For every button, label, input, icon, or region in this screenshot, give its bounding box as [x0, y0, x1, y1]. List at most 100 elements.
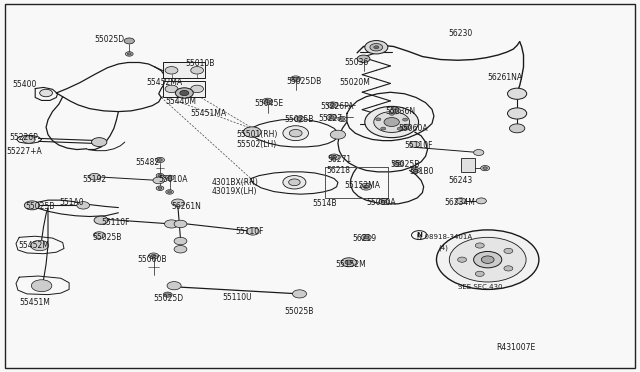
Text: 55010B: 55010B — [186, 59, 215, 68]
Text: 55025D: 55025D — [95, 35, 125, 44]
Text: R431007E: R431007E — [496, 343, 535, 352]
Circle shape — [31, 240, 49, 251]
Text: 55152MA: 55152MA — [344, 181, 380, 190]
Text: 56243: 56243 — [448, 176, 472, 185]
Text: 56219: 56219 — [352, 234, 376, 243]
Circle shape — [338, 116, 347, 122]
Circle shape — [292, 290, 307, 298]
Circle shape — [476, 271, 484, 276]
Circle shape — [330, 103, 335, 106]
Text: 551A0: 551A0 — [59, 198, 83, 207]
Circle shape — [124, 38, 134, 44]
Text: 55452M: 55452M — [18, 241, 49, 250]
Circle shape — [390, 108, 401, 114]
Circle shape — [168, 191, 172, 193]
Text: 56230: 56230 — [448, 29, 472, 38]
Circle shape — [174, 237, 187, 245]
Text: 55227+A: 55227+A — [6, 147, 42, 156]
Circle shape — [381, 200, 387, 203]
Circle shape — [289, 129, 302, 137]
Circle shape — [31, 280, 52, 292]
Bar — [163, 81, 205, 97]
Circle shape — [22, 136, 35, 143]
Bar — [163, 62, 205, 78]
Circle shape — [297, 118, 302, 121]
Circle shape — [393, 161, 403, 167]
Circle shape — [246, 228, 259, 235]
Text: 55192: 55192 — [82, 175, 106, 184]
Circle shape — [384, 118, 399, 126]
Text: 55152M: 55152M — [335, 260, 366, 269]
Circle shape — [243, 127, 261, 137]
Circle shape — [365, 41, 388, 54]
Circle shape — [180, 90, 189, 96]
Circle shape — [175, 88, 193, 98]
Circle shape — [361, 234, 371, 240]
Text: 55440M: 55440M — [165, 97, 196, 106]
Circle shape — [328, 102, 338, 108]
Text: 55227: 55227 — [319, 114, 343, 123]
Circle shape — [293, 77, 298, 80]
Text: 55110F: 55110F — [101, 218, 130, 227]
Text: 5514B: 5514B — [312, 199, 337, 208]
Text: 56218: 56218 — [326, 166, 351, 175]
Circle shape — [127, 53, 131, 55]
Circle shape — [191, 67, 204, 74]
Circle shape — [326, 114, 337, 120]
Circle shape — [360, 183, 372, 190]
Text: 55025D: 55025D — [154, 294, 184, 303]
Circle shape — [158, 187, 162, 189]
Text: 55110F: 55110F — [404, 141, 433, 150]
Text: 55025DB: 55025DB — [287, 77, 322, 86]
Circle shape — [283, 176, 306, 189]
Circle shape — [481, 166, 490, 171]
Circle shape — [156, 157, 164, 163]
Text: 55451M: 55451M — [19, 298, 50, 307]
Text: (4): (4) — [438, 244, 448, 251]
Circle shape — [164, 220, 179, 228]
Circle shape — [374, 46, 379, 49]
Circle shape — [436, 230, 539, 289]
Text: 55502(LH): 55502(LH) — [237, 140, 277, 149]
Circle shape — [89, 173, 100, 180]
Text: 55025B: 55025B — [285, 115, 314, 124]
Circle shape — [148, 253, 159, 259]
Circle shape — [345, 260, 353, 264]
Text: 551B0: 551B0 — [410, 167, 434, 176]
Circle shape — [376, 118, 381, 121]
Circle shape — [77, 202, 90, 209]
Text: 55036N: 55036N — [385, 107, 415, 116]
Text: 56271: 56271 — [328, 155, 352, 164]
Text: 56261NA: 56261NA — [488, 73, 523, 82]
Circle shape — [456, 198, 466, 204]
Circle shape — [262, 98, 273, 104]
Circle shape — [481, 256, 494, 263]
Circle shape — [509, 124, 525, 133]
Circle shape — [483, 167, 488, 169]
Circle shape — [167, 282, 181, 290]
Circle shape — [165, 175, 174, 180]
Text: 56261N: 56261N — [172, 202, 202, 211]
Text: N: N — [416, 232, 422, 238]
Circle shape — [504, 266, 513, 271]
Circle shape — [365, 106, 419, 138]
Text: 56234M: 56234M — [445, 198, 476, 207]
Circle shape — [364, 185, 369, 188]
Circle shape — [374, 112, 410, 132]
Circle shape — [24, 201, 40, 210]
Circle shape — [370, 44, 383, 51]
Text: 55400: 55400 — [13, 80, 37, 89]
Circle shape — [330, 130, 346, 139]
Circle shape — [389, 112, 394, 115]
Circle shape — [94, 216, 108, 224]
Circle shape — [92, 138, 107, 147]
Text: 55025B: 55025B — [390, 160, 420, 169]
Text: 55226PA: 55226PA — [320, 102, 353, 110]
Circle shape — [474, 251, 502, 268]
Circle shape — [397, 127, 403, 130]
Bar — [325, 167, 388, 198]
Text: 55060A: 55060A — [366, 198, 396, 207]
Text: 55025B: 55025B — [26, 202, 55, 211]
Circle shape — [156, 186, 164, 190]
Text: 55451MA: 55451MA — [191, 109, 227, 118]
